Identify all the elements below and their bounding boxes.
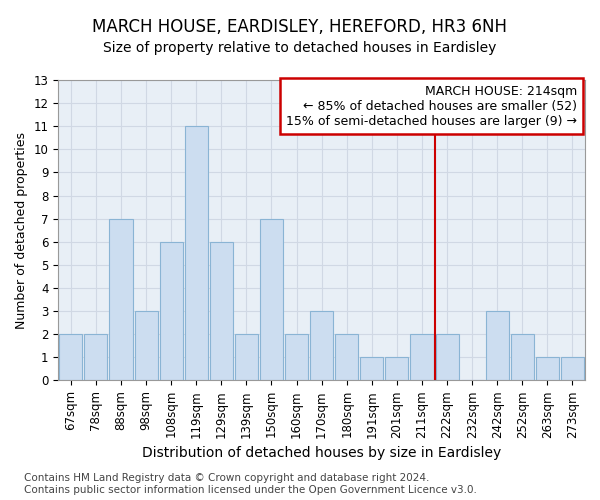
X-axis label: Distribution of detached houses by size in Eardisley: Distribution of detached houses by size …	[142, 446, 501, 460]
Bar	[260, 218, 283, 380]
Bar	[335, 334, 358, 380]
Text: MARCH HOUSE: 214sqm
← 85% of detached houses are smaller (52)
15% of semi-detach: MARCH HOUSE: 214sqm ← 85% of detached ho…	[286, 84, 577, 128]
Bar	[59, 334, 82, 380]
Bar	[185, 126, 208, 380]
Bar	[511, 334, 534, 380]
Bar	[160, 242, 182, 380]
Text: Contains HM Land Registry data © Crown copyright and database right 2024.
Contai: Contains HM Land Registry data © Crown c…	[24, 474, 477, 495]
Bar	[485, 311, 509, 380]
Y-axis label: Number of detached properties: Number of detached properties	[15, 132, 28, 328]
Text: Size of property relative to detached houses in Eardisley: Size of property relative to detached ho…	[103, 41, 497, 55]
Bar	[235, 334, 258, 380]
Bar	[385, 357, 409, 380]
Bar	[360, 357, 383, 380]
Text: MARCH HOUSE, EARDISLEY, HEREFORD, HR3 6NH: MARCH HOUSE, EARDISLEY, HEREFORD, HR3 6N…	[92, 18, 508, 36]
Bar	[310, 311, 333, 380]
Bar	[210, 242, 233, 380]
Bar	[536, 357, 559, 380]
Bar	[109, 218, 133, 380]
Bar	[285, 334, 308, 380]
Bar	[85, 334, 107, 380]
Bar	[410, 334, 434, 380]
Bar	[134, 311, 158, 380]
Bar	[561, 357, 584, 380]
Bar	[436, 334, 458, 380]
